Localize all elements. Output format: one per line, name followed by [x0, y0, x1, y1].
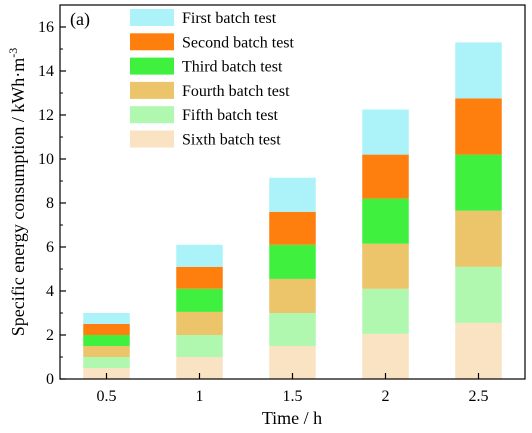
bars-layer [83, 42, 502, 379]
bar-0.5-series-3 [83, 346, 130, 357]
bar-1-series-6 [176, 244, 223, 267]
legend-swatch [130, 81, 174, 99]
y-tick-label: 2 [46, 327, 54, 344]
legend-label: Second batch test [182, 34, 295, 51]
y-tick-label: 8 [46, 195, 54, 212]
y-tick-label: 0 [46, 371, 54, 388]
bar-2-series-2 [362, 288, 409, 334]
y-axis: 0 2 4 6 8 10 12 14 16 [38, 19, 66, 388]
bar-2-series-6 [362, 109, 409, 155]
legend: First batch test Second batch test Third b… [130, 9, 295, 149]
bar-1.5-series-5 [269, 211, 316, 245]
x-tick-label: 2.5 [469, 388, 489, 405]
bar-1.5-series-3 [269, 278, 316, 313]
legend-label: Fourth batch test [182, 83, 290, 100]
bar-2.5-series-3 [455, 210, 502, 267]
y-tick-label: 10 [38, 151, 54, 168]
bar-2.5-series-4 [455, 154, 502, 211]
bar-2.5-series-6 [455, 42, 502, 99]
y-tick-label: 12 [38, 107, 54, 124]
bar-1-series-5 [176, 266, 223, 289]
y-tick-label: 14 [38, 63, 54, 80]
legend-label: Fifth batch test [182, 107, 279, 124]
legend-swatch [130, 33, 174, 51]
bar-2-series-3 [362, 243, 409, 289]
bar-1-series-3 [176, 311, 223, 335]
legend-label: Sixth batch test [182, 132, 281, 149]
legend-label: First batch test [182, 10, 277, 27]
x-axis: 0.5 1 1.5 2 2.5 [97, 373, 489, 405]
bar-1.5-series-2 [269, 313, 316, 346]
bar-1.5-series-4 [269, 244, 316, 279]
legend-label: Third batch test [182, 59, 283, 76]
bar-0.5-series-5 [83, 324, 130, 335]
x-tick-label: 1.5 [283, 388, 303, 405]
y-axis-title: Specific energy consumption / kWh·m-3 [6, 48, 28, 337]
bar-2.5-series-2 [455, 266, 502, 323]
y-tick-label: 4 [46, 283, 54, 300]
bar-1-series-2 [176, 335, 223, 357]
bar-1-series-4 [176, 288, 223, 312]
bar-2-series-5 [362, 154, 409, 199]
legend-swatch [130, 57, 174, 75]
bar-0.5-series-4 [83, 335, 130, 346]
x-tick-label: 2 [382, 388, 390, 405]
bar-0.5-series-6 [83, 313, 130, 324]
legend-swatch [130, 106, 174, 124]
legend-swatch [130, 130, 174, 148]
bar-1.5-series-6 [269, 177, 316, 212]
x-axis-title: Time / h [262, 408, 322, 428]
y-tick-label: 16 [38, 19, 54, 36]
x-tick-label: 0.5 [97, 388, 117, 405]
bar-1-series-1 [176, 357, 223, 379]
bar-2.5-series-5 [455, 98, 502, 155]
y-tick-label: 6 [46, 239, 54, 256]
bar-2-series-1 [362, 333, 409, 379]
y-axis-title-superscript: -3 [6, 48, 20, 58]
x-tick-label: 1 [196, 388, 204, 405]
bar-2.5-series-1 [455, 322, 502, 379]
bar-0.5-series-2 [83, 357, 130, 368]
y-axis-title-main: Specific energy consumption / kWh·m [8, 58, 28, 337]
legend-swatch [130, 9, 174, 26]
bar-2-series-4 [362, 198, 409, 244]
panel-label: (a) [70, 9, 90, 30]
